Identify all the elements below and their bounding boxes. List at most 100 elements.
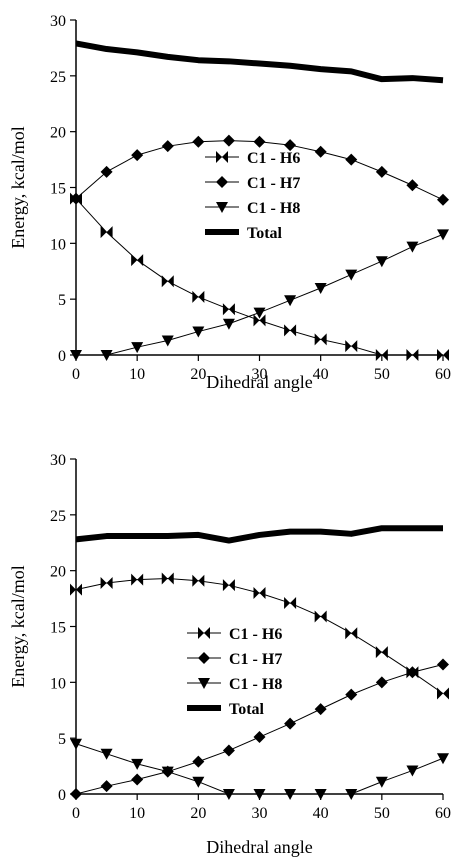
- series-c1-h8-point: [161, 335, 174, 347]
- series-c1-h7-point: [161, 140, 174, 153]
- series-c1-h6-point: [259, 587, 266, 599]
- series-c1-h6-point: [131, 573, 138, 586]
- y-tick-label: 15: [50, 181, 66, 198]
- legend-label: Total: [247, 225, 283, 242]
- series-c1-h7-point: [375, 676, 388, 689]
- series-c1-h8-point: [192, 326, 205, 338]
- series-c1-h7-point: [222, 744, 235, 757]
- legend-label: C1 - H7: [229, 651, 282, 668]
- series-c1-h8-point: [70, 738, 82, 750]
- series-c1-h7-point: [100, 780, 113, 793]
- series-c1-h8-point: [406, 241, 419, 253]
- y-tick-label: 0: [58, 348, 66, 365]
- series-c1-h6-point: [290, 597, 297, 610]
- series-c1-h6-point: [412, 349, 419, 361]
- x-tick-label: 60: [435, 366, 451, 383]
- series-c1-h7-point: [100, 165, 113, 178]
- y-tick-label: 30: [50, 452, 66, 469]
- series-c1-h6-line: [75, 198, 443, 356]
- series-c1-h8-point: [345, 269, 358, 281]
- legend-label: C1 - H6: [247, 150, 300, 167]
- series-c1-h8-point: [161, 766, 174, 778]
- x-tick-label: 60: [435, 805, 451, 822]
- x-axis-title: Dihedral angle: [206, 837, 312, 857]
- series-c1-h6-point: [437, 687, 443, 700]
- x-tick-label: 10: [129, 805, 145, 822]
- legend-marker: [216, 151, 222, 163]
- x-tick-label: 30: [252, 366, 268, 383]
- series-total: [75, 525, 443, 544]
- series-c1-h6-point: [167, 572, 174, 585]
- series-c1-h7-point: [70, 192, 82, 205]
- series-c1-h6-point: [351, 340, 358, 353]
- x-tick-label: 10: [129, 366, 145, 383]
- x-tick-label: 0: [72, 805, 80, 822]
- series-total-line: [75, 40, 444, 84]
- series-c1-h7-point: [375, 165, 388, 178]
- series-c1-h6-point: [198, 574, 205, 587]
- legend-label: C1 - H8: [229, 676, 282, 693]
- series-c1-h7-point: [284, 139, 297, 152]
- series-c1-h6-point: [406, 349, 413, 361]
- legend-marker: [204, 627, 210, 639]
- y-tick-label: 10: [50, 236, 66, 253]
- x-tick-label: 20: [190, 366, 206, 383]
- chart-panel-1: 0 5 10 15 20 25 30 0 10 20 30 40 50 60 Dihedral angle E…: [8, 13, 451, 392]
- series-c1-h6-point: [253, 587, 260, 599]
- x-tick-label: 40: [313, 805, 329, 822]
- series-c1-h6-point: [259, 314, 266, 327]
- legend-marker: [216, 176, 228, 188]
- legend-marker: [222, 151, 228, 163]
- x-tick-label: 0: [72, 366, 80, 383]
- series-c1-h6-point: [222, 579, 229, 592]
- x-tick-label: 50: [374, 366, 390, 383]
- series-c1-h8-point: [131, 342, 144, 354]
- series-c1-h6-point: [443, 349, 449, 361]
- x-tick-label: 50: [374, 805, 390, 822]
- series-c1-h7-point: [131, 773, 144, 786]
- series-c1-h6-point: [381, 646, 388, 659]
- series-c1-h8-point: [345, 789, 358, 800]
- series-c1-h7-point: [437, 193, 449, 206]
- series-c1-h6-point: [161, 275, 168, 288]
- legend-label: Total: [229, 701, 265, 718]
- series-c1-h6-point: [314, 333, 321, 346]
- series-c1-h6-point: [320, 333, 327, 346]
- series-c1-h6-point: [437, 349, 443, 361]
- series-c1-h8-point: [192, 776, 205, 788]
- series-c1-h8-point: [131, 758, 144, 770]
- y-tick-label: 20: [50, 564, 66, 581]
- series-c1-h7-point: [192, 755, 205, 768]
- series-c1-h8-line: [76, 233, 444, 356]
- y-tick-label: 30: [50, 13, 66, 30]
- series-c1-h6-point: [228, 579, 235, 592]
- y-tick-label: 25: [50, 69, 66, 86]
- series-c1-h6-point: [106, 576, 113, 589]
- series-c1-h7-point: [406, 666, 419, 679]
- series-c1-h6-point: [76, 583, 82, 596]
- series-c1-h8-point: [375, 256, 388, 268]
- series-c1-h6-point: [320, 610, 327, 623]
- series-c1-h6: [70, 192, 449, 361]
- legend: C1 - H6 C1 - H7 C1 - H8 Total: [205, 150, 300, 242]
- x-tick-label: 30: [252, 805, 268, 822]
- series-c1-h6-point: [137, 573, 144, 586]
- series-c1-h6-point: [137, 254, 144, 267]
- series-c1-h7: [70, 134, 449, 206]
- series-c1-h7-point: [314, 145, 327, 158]
- y-tick-label: 20: [50, 125, 66, 142]
- series-c1-h6-point: [192, 290, 199, 303]
- series-c1-h6-point: [100, 226, 107, 239]
- series-c1-h6-point: [222, 303, 229, 316]
- series-c1-h6-point: [192, 574, 199, 587]
- series-c1-h8-point: [437, 229, 449, 241]
- series-c1-h6-point: [345, 340, 352, 353]
- y-tick-label: 0: [58, 787, 66, 804]
- series-c1-h8-point: [222, 789, 235, 800]
- legend-marker: [198, 627, 204, 639]
- series-c1-h7-point: [314, 703, 327, 716]
- series-c1-h8-line: [75, 743, 444, 795]
- series-c1-h6-point: [375, 646, 382, 659]
- series-c1-h8-point: [284, 789, 297, 800]
